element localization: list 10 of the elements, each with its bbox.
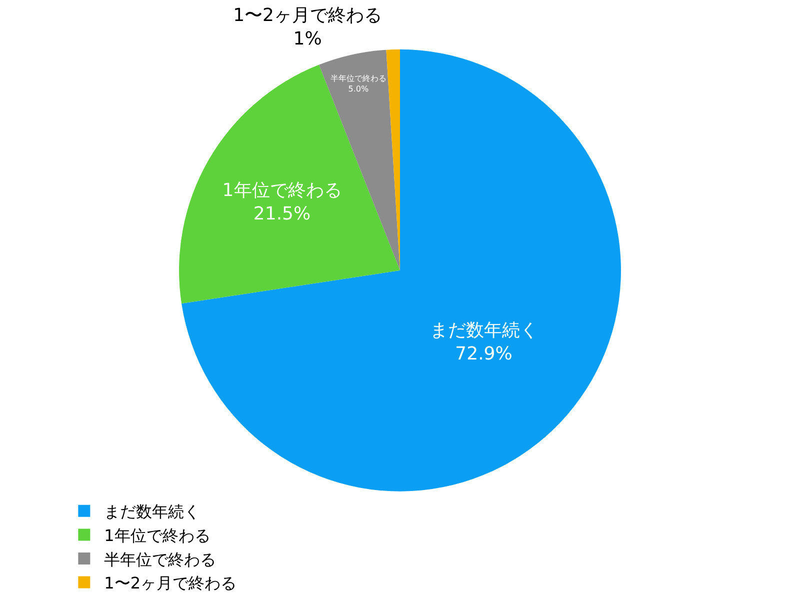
slice-label: 1〜2ヶ月で終わる [233, 5, 382, 26]
slice-label: 1年位で終わる [222, 180, 342, 202]
legend-label: 1〜2ヶ月で終わる [104, 574, 237, 593]
slice-label: まだ数年続く [430, 320, 538, 342]
legend-label: 半年位で終わる [104, 550, 216, 569]
data-label: 1% [293, 28, 322, 50]
legend-label: まだ数年続く [104, 502, 200, 522]
data-label: 72.9% [455, 344, 512, 365]
legend-label: 1年位で終わる [104, 526, 210, 545]
data-label: 21.5% [253, 204, 311, 225]
